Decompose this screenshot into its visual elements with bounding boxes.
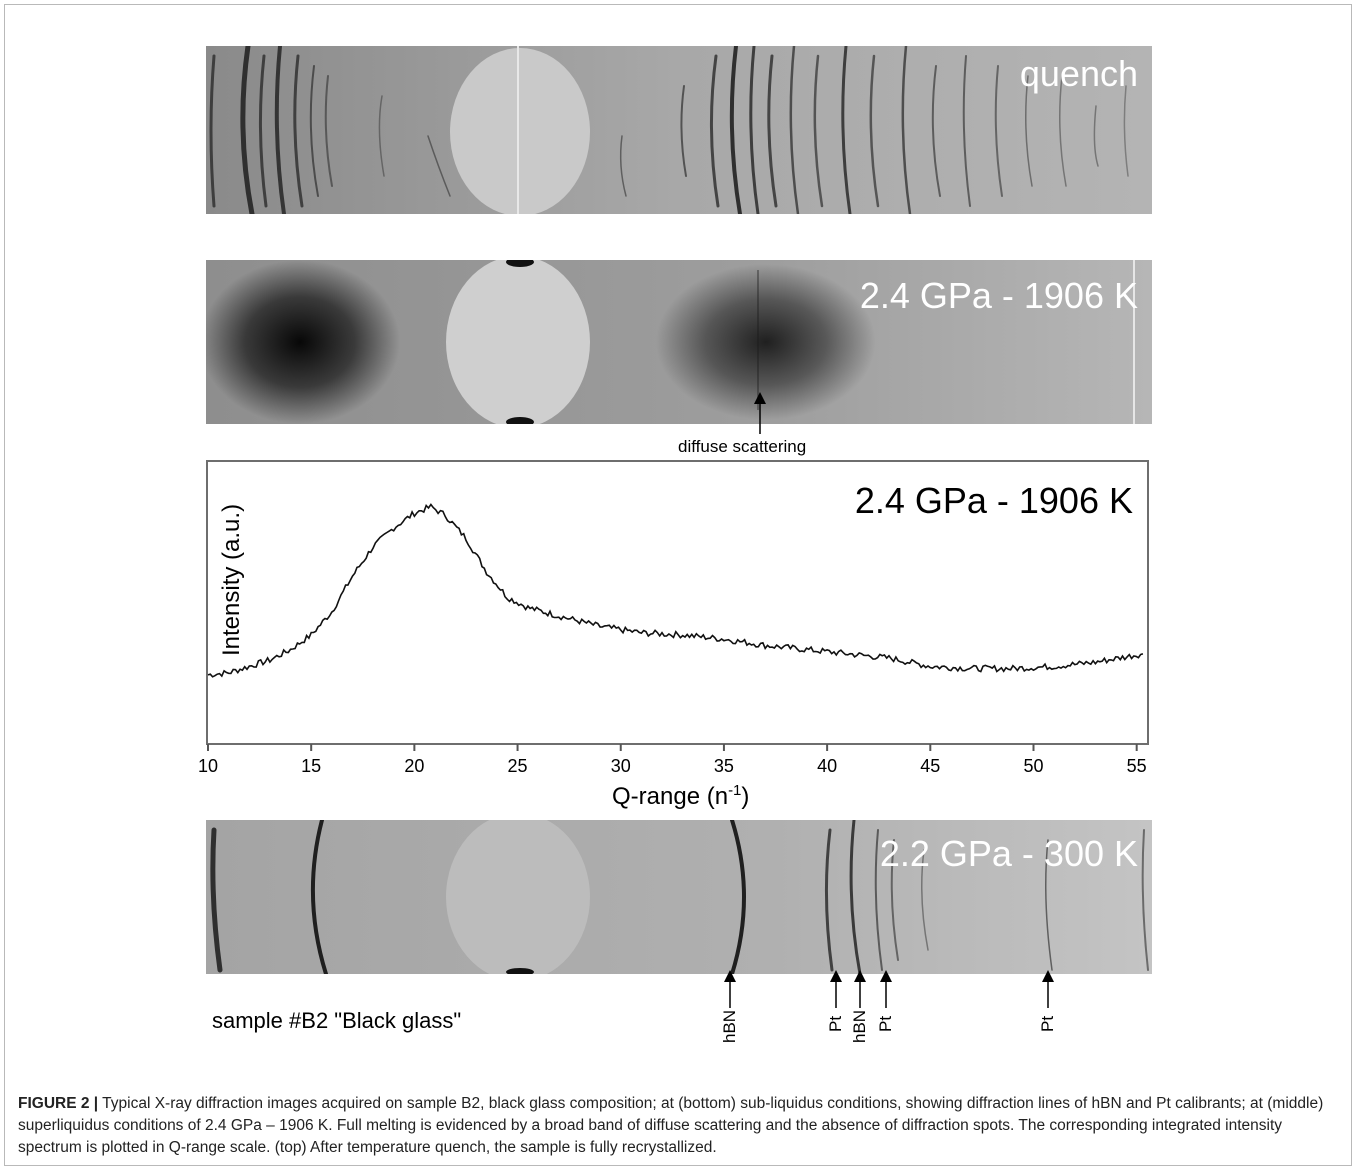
marker-arrow-hbn	[854, 970, 866, 1008]
chart-title: 2.4 GPa - 1906 K	[854, 480, 1133, 521]
diffuse-scattering-label: diffuse scattering	[678, 437, 807, 456]
marker-arrow-pt	[830, 970, 842, 1008]
subliquidus-diffraction-image: 2.2 GPa - 300 K	[206, 820, 1152, 974]
marker-arrow-hbn	[724, 970, 736, 1008]
x-tick-label: 10	[198, 756, 218, 776]
caption-lead: FIGURE 2 |	[18, 1095, 99, 1112]
melt-diffraction-image: 2.4 GPa - 1906 K	[206, 260, 1152, 424]
figure-caption: FIGURE 2 | Typical X-ray diffraction ima…	[18, 1093, 1340, 1159]
xlabel-text: Q-range (n	[612, 783, 729, 810]
marker-label-pt: Pt	[826, 1015, 845, 1032]
xlabel-sup: -1	[728, 782, 742, 799]
marker-arrow-pt	[880, 970, 892, 1008]
xlabel-close: )	[741, 783, 750, 810]
subliquidus-label: 2.2 GPa - 300 K	[879, 833, 1138, 874]
subliquidus-image-graphic	[206, 820, 1152, 974]
melt-image-graphic	[206, 260, 1152, 424]
marker-arrow-pt	[1042, 970, 1054, 1008]
figure-frame	[4, 4, 1352, 1166]
x-tick-label: 45	[920, 756, 940, 776]
caption-text: Typical X-ray diffraction images acquire…	[18, 1095, 1324, 1156]
intensity-series-line	[207, 503, 1144, 678]
x-tick-label: 15	[301, 756, 321, 776]
x-tick-label: 20	[404, 756, 424, 776]
x-tick-label: 35	[714, 756, 734, 776]
marker-label-hbn: hBN	[850, 1009, 869, 1043]
marker-label-pt: Pt	[876, 1015, 895, 1032]
chart-plot: 10 15 20 25 30 35 40 45 50 55	[198, 503, 1147, 776]
x-tick-label: 30	[611, 756, 631, 776]
x-tick-label: 50	[1023, 756, 1043, 776]
intensity-chart: 2.4 GPa - 1906 K	[206, 460, 1149, 745]
x-tick-label: 40	[817, 756, 837, 776]
quench-image-graphic	[206, 46, 1152, 214]
x-tick-label: 55	[1127, 756, 1147, 776]
quench-diffraction-image: quench	[206, 46, 1152, 214]
chart-xlabel: Q-range (n-1)	[612, 782, 749, 811]
melt-label: 2.4 GPa - 1906 K	[859, 275, 1138, 316]
sample-label: sample #B2 "Black glass"	[212, 1008, 462, 1033]
quench-label: quench	[1019, 53, 1138, 94]
x-tick-label: 25	[508, 756, 528, 776]
diffuse-arrow	[754, 392, 766, 434]
marker-label-pt: Pt	[1038, 1015, 1057, 1032]
marker-label-hbn: hBN	[720, 1009, 739, 1043]
